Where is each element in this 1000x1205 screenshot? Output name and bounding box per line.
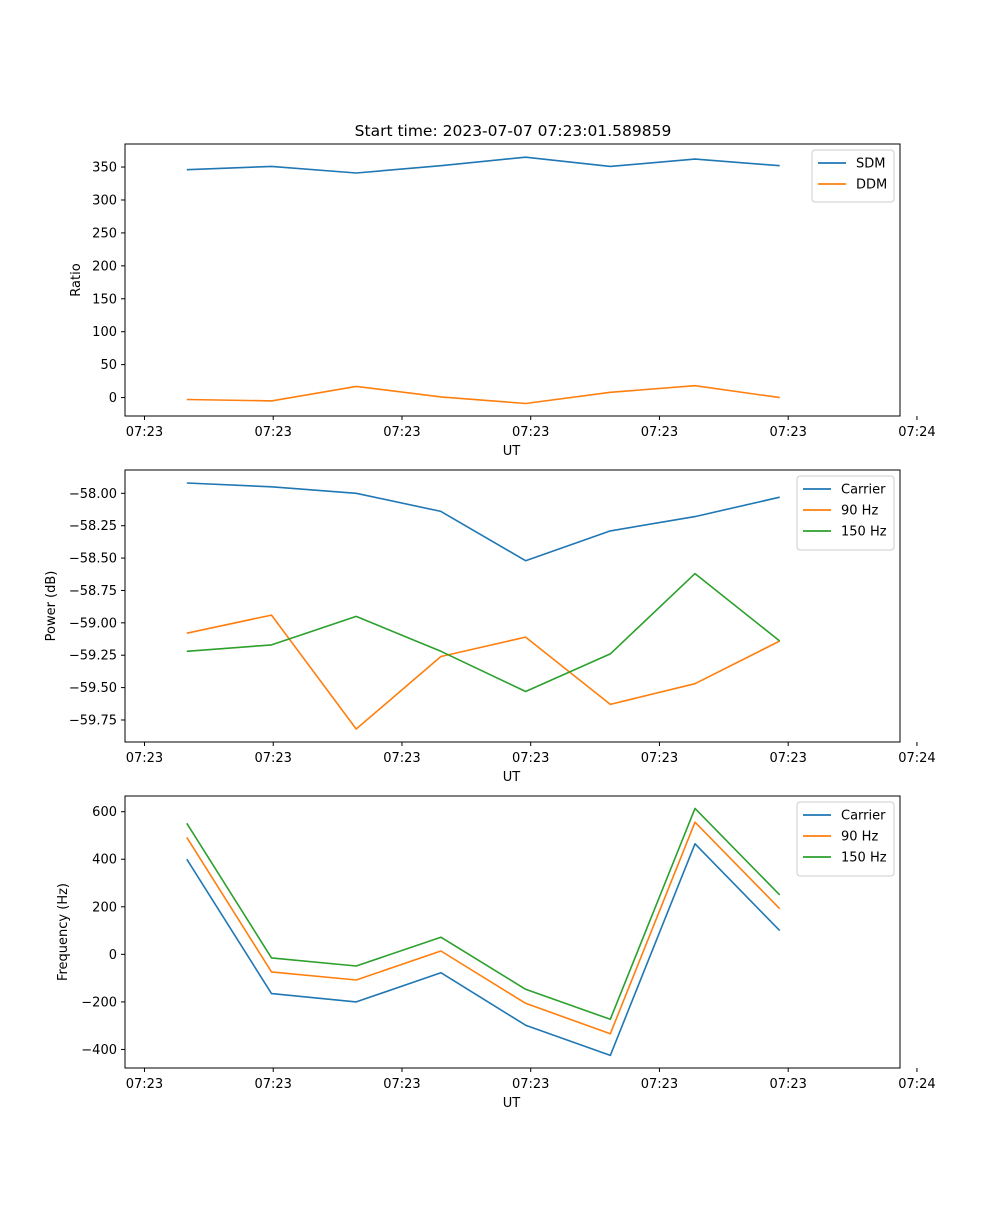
legend-label: 150 Hz bbox=[841, 851, 887, 866]
axes-frame bbox=[124, 795, 901, 1069]
legend-label: 90 Hz bbox=[841, 504, 878, 519]
series-line-90-hz bbox=[186, 821, 781, 1035]
x-tick-label: 07:23 bbox=[254, 425, 291, 440]
x-tick-label: 07:23 bbox=[769, 751, 806, 766]
x-tick-label: 07:23 bbox=[126, 425, 163, 440]
series-line-ddm bbox=[186, 384, 780, 405]
axes-frame bbox=[124, 469, 901, 743]
y-tick-label: 250 bbox=[92, 226, 117, 241]
legend: SDM DDM bbox=[811, 149, 895, 203]
y-tick-label: 200 bbox=[92, 900, 117, 915]
x-tick-label: 07:23 bbox=[383, 751, 420, 766]
y-tick-label: −58.00 bbox=[69, 487, 117, 502]
y-tick-label: −59.50 bbox=[69, 681, 117, 696]
x-tick-label: 07:23 bbox=[769, 1077, 806, 1092]
x-tick-label: 07:23 bbox=[383, 425, 420, 440]
y-tick-label: −59.00 bbox=[69, 616, 117, 631]
x-tick-label: 07:23 bbox=[769, 425, 806, 440]
y-tick-label: 50 bbox=[100, 358, 117, 373]
x-tick-label: 07:23 bbox=[641, 425, 678, 440]
y-tick-label: −59.75 bbox=[69, 713, 117, 728]
series-line-150-hz bbox=[186, 807, 781, 1021]
y-tick-label: −59.25 bbox=[69, 649, 117, 664]
legend-label: 90 Hz bbox=[841, 830, 878, 845]
y-tick-label: −58.75 bbox=[69, 584, 117, 599]
chart-title: Start time: 2023-07-07 07:23:01.589859 bbox=[355, 122, 672, 140]
y-tick-label: 0 bbox=[109, 948, 117, 963]
x-tick-label: 07:23 bbox=[254, 1077, 291, 1092]
legend-label: 150 Hz bbox=[841, 525, 887, 540]
series-line-150-hz bbox=[186, 572, 781, 693]
x-tick-label: 07:24 bbox=[898, 751, 935, 766]
y-tick-label: 0 bbox=[109, 391, 117, 406]
legend-label: DDM bbox=[856, 178, 887, 193]
y-tick-label: −200 bbox=[81, 995, 117, 1010]
x-tick-label: 07:23 bbox=[254, 751, 291, 766]
panel-3: 07:23 07:23 07:23 07:23 07:23 07:23 07:24 600 40… bbox=[56, 795, 936, 1111]
legend: Carrier 90 Hz 150 Hz bbox=[796, 801, 895, 877]
x-tick-label: 07:24 bbox=[898, 425, 935, 440]
y-axis-label: Ratio bbox=[69, 263, 84, 296]
y-tick-label: 150 bbox=[92, 292, 117, 307]
y-tick-label: −58.50 bbox=[69, 552, 117, 567]
y-tick-label: 200 bbox=[92, 259, 117, 274]
x-tick-label: 07:23 bbox=[512, 425, 549, 440]
series-line-90-hz bbox=[186, 614, 781, 730]
legend: Carrier 90 Hz 150 Hz bbox=[796, 475, 895, 551]
x-axis-label: UT bbox=[503, 444, 521, 459]
y-tick-label: −58.25 bbox=[69, 519, 117, 534]
y-tick-label: 100 bbox=[92, 325, 117, 340]
panel-2: 07:23 07:23 07:23 07:23 07:23 07:23 07:24 −58.0… bbox=[44, 469, 936, 785]
y-tick-label: 350 bbox=[92, 161, 117, 176]
x-tick-label: 07:23 bbox=[512, 751, 549, 766]
series-line-carrier bbox=[186, 482, 780, 562]
y-tick-label: 600 bbox=[92, 805, 117, 820]
series-line-carrier bbox=[186, 842, 781, 1057]
x-tick-label: 07:24 bbox=[898, 1077, 935, 1092]
x-tick-label: 07:23 bbox=[126, 751, 163, 766]
series-line-sdm bbox=[186, 156, 780, 174]
x-tick-label: 07:23 bbox=[512, 1077, 549, 1092]
y-tick-label: 400 bbox=[92, 853, 117, 868]
legend-label: Carrier bbox=[841, 809, 886, 824]
x-axis-label: UT bbox=[503, 770, 521, 785]
legend-label: SDM bbox=[856, 157, 885, 172]
axes-frame bbox=[124, 143, 901, 417]
y-axis-label: Frequency (Hz) bbox=[56, 883, 71, 981]
x-tick-label: 07:23 bbox=[641, 751, 678, 766]
x-axis-label: UT bbox=[503, 1096, 521, 1111]
x-tick-label: 07:23 bbox=[383, 1077, 420, 1092]
y-tick-label: −400 bbox=[81, 1043, 117, 1058]
x-tick-label: 07:23 bbox=[641, 1077, 678, 1092]
legend-label: Carrier bbox=[841, 483, 886, 498]
panel-1: 07:23 07:23 07:23 07:23 07:23 07:23 07:24 0 50 10… bbox=[69, 143, 936, 459]
y-tick-label: 300 bbox=[92, 193, 117, 208]
x-tick-label: 07:23 bbox=[126, 1077, 163, 1092]
y-axis-label: Power (dB) bbox=[44, 571, 59, 642]
